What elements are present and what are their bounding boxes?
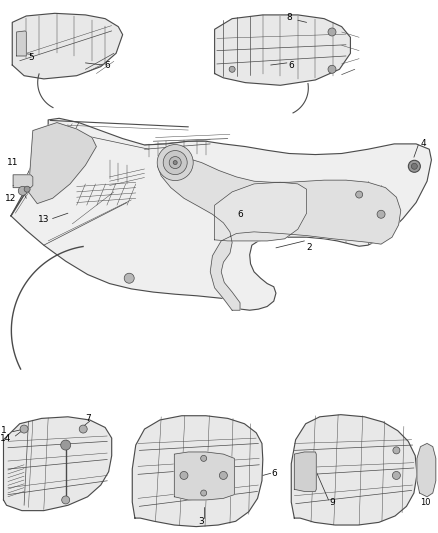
- Circle shape: [408, 160, 420, 172]
- Text: 4: 4: [420, 140, 426, 148]
- Circle shape: [169, 157, 181, 168]
- Circle shape: [201, 490, 207, 496]
- Circle shape: [20, 425, 28, 433]
- Text: 12: 12: [5, 194, 17, 203]
- Polygon shape: [215, 182, 307, 241]
- Text: 1: 1: [1, 426, 7, 435]
- Polygon shape: [417, 443, 436, 497]
- Polygon shape: [215, 15, 350, 85]
- Text: 3: 3: [198, 517, 205, 526]
- Text: 13: 13: [38, 215, 49, 224]
- Circle shape: [411, 163, 417, 169]
- Polygon shape: [13, 175, 33, 188]
- Circle shape: [18, 187, 27, 195]
- Text: 11: 11: [7, 158, 18, 167]
- Circle shape: [328, 28, 336, 36]
- Text: 6: 6: [272, 469, 277, 478]
- Text: 14: 14: [0, 434, 11, 442]
- Circle shape: [79, 425, 87, 433]
- Circle shape: [173, 160, 177, 165]
- Circle shape: [392, 471, 400, 480]
- Circle shape: [62, 496, 70, 504]
- Text: 9: 9: [329, 498, 335, 506]
- Circle shape: [180, 471, 188, 480]
- Polygon shape: [4, 417, 112, 511]
- Circle shape: [157, 144, 193, 181]
- Polygon shape: [291, 415, 417, 525]
- Text: 6: 6: [288, 61, 294, 69]
- Circle shape: [201, 455, 207, 462]
- Text: 5: 5: [28, 53, 34, 62]
- Polygon shape: [11, 118, 431, 310]
- Text: 6: 6: [237, 210, 243, 219]
- Text: 7: 7: [85, 414, 91, 423]
- Circle shape: [393, 447, 400, 454]
- Polygon shape: [158, 156, 401, 310]
- Polygon shape: [132, 416, 263, 527]
- Text: 10: 10: [420, 498, 431, 506]
- Polygon shape: [17, 31, 26, 56]
- Polygon shape: [294, 452, 316, 491]
- Polygon shape: [12, 13, 123, 79]
- Text: 2: 2: [307, 244, 312, 252]
- Circle shape: [219, 471, 227, 480]
- Circle shape: [124, 273, 134, 283]
- Text: 6: 6: [104, 61, 110, 69]
- Circle shape: [163, 150, 187, 175]
- Polygon shape: [28, 123, 96, 204]
- Circle shape: [328, 65, 336, 74]
- Circle shape: [229, 66, 235, 72]
- Circle shape: [61, 440, 71, 450]
- Circle shape: [377, 210, 385, 219]
- Text: 8: 8: [287, 13, 293, 21]
- Circle shape: [356, 191, 363, 198]
- Polygon shape: [174, 452, 234, 500]
- Circle shape: [24, 186, 30, 192]
